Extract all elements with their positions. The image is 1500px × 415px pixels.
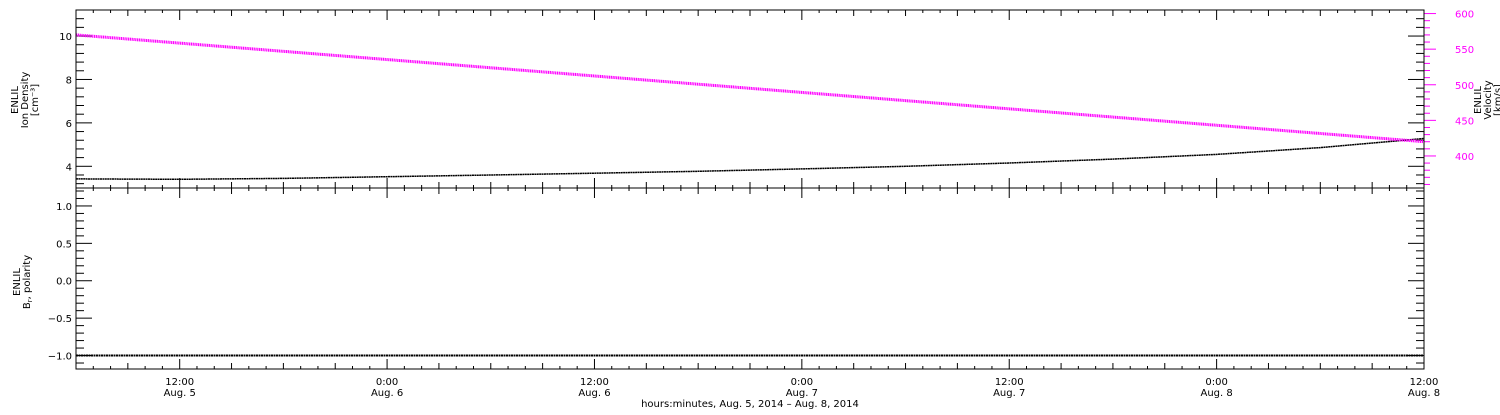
frame-layer [75,9,1425,370]
y-tick-label-left: 8 [66,75,72,86]
tick-layer [75,9,1436,369]
y-tick-label-left: 0.5 [56,239,72,250]
x-tick-label-date: Aug. 8 [1408,388,1440,399]
top-panel-frame [75,9,1425,189]
y-axis-title-velocity-line: [km/s] [1493,84,1500,116]
y-tick-label-left: 4 [66,162,72,173]
y-tick-label-left: 10 [59,32,72,43]
x-tick-label-date: Aug. 6 [578,388,610,399]
x-tick-label-time: 12:00 [1410,377,1439,388]
x-tick-label-time: 0:00 [376,377,398,388]
y-tick-label-left: −1.0 [48,352,72,363]
y-tick-label-left: 0.0 [56,277,72,288]
density-series-line [75,137,1425,181]
y-tick-label-left: 1.0 [56,202,72,213]
x-tick-label-time: 12:00 [165,377,194,388]
subscript-r: r [26,299,34,302]
y-tick-label-right: 550 [1455,45,1474,56]
y-axis-title-density-line: ENLIL [10,86,21,114]
y-axis-title-density-line: Ion Density [20,72,31,129]
x-tick-label-date: Aug. 6 [371,388,403,399]
x-tick-label-date: Aug. 5 [164,388,196,399]
polarity-word: , polarity [22,255,33,300]
y-axis-title-velocity-line: Velocity [1483,80,1494,119]
y-axis-title-density-line: [cm⁻³] [30,84,41,116]
x-tick-label-time: 0:00 [791,377,813,388]
y-tick-label-right: 400 [1455,152,1474,163]
y-tick-label-right: 600 [1455,10,1474,21]
series-layer [75,33,1425,357]
y-axis-title-polarity-line2: Br, polarity [22,255,34,309]
y-tick-label-right: 500 [1455,81,1474,92]
x-tick-label-date: Aug. 8 [1200,388,1232,399]
y-axis-title-polarity-line1: ENLIL [12,268,23,296]
x-axis-title: hours:minutes, Aug. 5, 2014 – Aug. 8, 20… [641,399,859,410]
y-axis-title-velocity-line: ENLIL [1473,86,1484,114]
y-tick-label-right: 450 [1455,116,1474,127]
y-axis-title-velocity: ENLIL Velocity [km/s] [1473,80,1500,119]
x-tick-label-time: 0:00 [1205,377,1227,388]
x-tick-label-time: 12:00 [995,377,1024,388]
x-tick-label-time: 12:00 [580,377,609,388]
x-tick-label-date: Aug. 7 [786,388,818,399]
y-axis-title-density: ENLIL Ion Density [cm⁻³] [10,72,41,129]
bottom-panel-frame [75,187,1425,370]
y-tick-label-left: 6 [66,119,72,130]
velocity-series-line [75,33,1425,144]
x-tick-label-date: Aug. 7 [993,388,1025,399]
y-tick-label-left: −0.5 [48,314,72,325]
